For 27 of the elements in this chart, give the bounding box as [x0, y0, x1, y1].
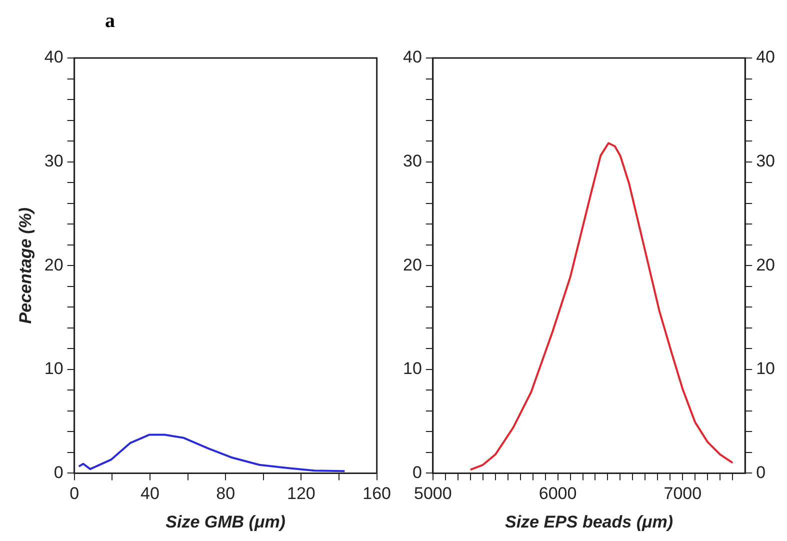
y-tick-label: 0 — [54, 462, 64, 482]
x-tick-label: 7000 — [664, 484, 702, 504]
y2-tick-label: 0 — [756, 462, 766, 482]
y-tick-label: 30 — [44, 151, 64, 170]
y-tick-label: 40 — [44, 48, 64, 67]
x-axis-title: Size GMB (μm) — [166, 512, 286, 532]
y-axis-title: Pecentage (%) — [16, 207, 35, 324]
y-tick-label: 30 — [402, 151, 422, 170]
y-tick-label: 20 — [402, 255, 422, 274]
x-tick-label: 0 — [70, 484, 80, 504]
y2-tick-label: 20 — [756, 255, 776, 274]
x-tick-label: 120 — [287, 484, 316, 504]
y2-tick-label: 10 — [756, 359, 776, 378]
x-axis-title: Size EPS beads (μm) — [504, 512, 674, 532]
y-tick-label: 40 — [402, 48, 422, 67]
y2-tick-label: 30 — [756, 151, 776, 170]
x-tick-label: 40 — [140, 484, 160, 504]
y-tick-label: 20 — [44, 255, 64, 274]
text: a — [105, 10, 115, 33]
y-tick-label: 10 — [402, 359, 422, 378]
y-tick-label: 0 — [412, 462, 422, 482]
x-tick-label: 5000 — [414, 484, 452, 504]
x-tick-label: 80 — [216, 484, 236, 504]
x-tick-label: 160 — [362, 484, 392, 504]
x-tick-label: 6000 — [538, 484, 577, 504]
y2-tick-label: 40 — [756, 48, 776, 67]
y-tick-label: 10 — [44, 359, 64, 378]
